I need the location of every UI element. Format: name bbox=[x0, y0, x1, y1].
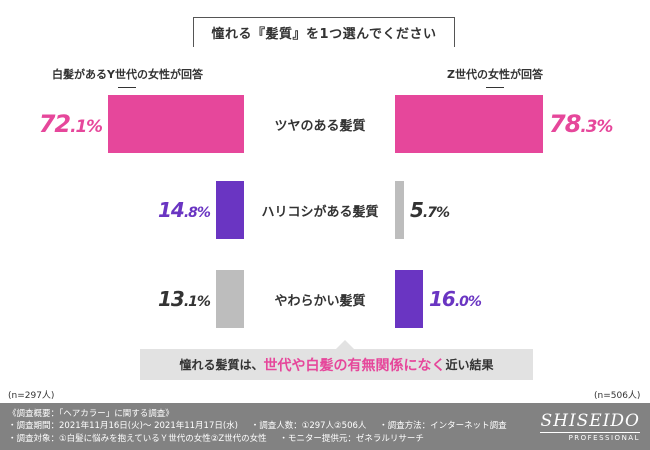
right-group-underline bbox=[485, 86, 504, 88]
conclusion-highlight: 世代や白髪の有無関係になく bbox=[263, 357, 446, 374]
question-box: 憧れる『髪質』を1つ選んでください bbox=[193, 17, 455, 47]
bar-left bbox=[216, 270, 244, 328]
left-group-underline bbox=[118, 86, 137, 88]
conclusion-part1: 憧れる髪質は、 bbox=[179, 358, 264, 372]
left-group-text: 白髪があるY世代の女性が回答 bbox=[52, 68, 203, 81]
conclusion-box: 憧れる髪質は、 世代や白髪の有無関係になく 近い結果 bbox=[140, 349, 533, 380]
footer-line-1: ・調査期間：2021年11月16日(火)〜 2021年11月17日(水) ・調査… bbox=[8, 419, 517, 431]
conclusion-part3: 近い結果 bbox=[445, 358, 494, 372]
footer-method: ・調査方法：インターネット調査 bbox=[379, 421, 507, 431]
footer-target: ・調査対象：①白髪に悩みを抱えているＹ世代の女性②Z世代の女性 bbox=[8, 434, 267, 444]
right-group-label: Z世代の女性が回答 bbox=[447, 66, 543, 88]
brand-main: SHISEIDO bbox=[540, 411, 640, 431]
data-label-left: 13.1% bbox=[158, 287, 211, 311]
footer-period: ・調査期間：2021年11月16日(火)〜 2021年11月17日(水) bbox=[8, 421, 238, 431]
bar-right bbox=[395, 270, 423, 328]
left-sample-size: (n=297人) bbox=[8, 391, 55, 401]
footer-title: 《調査概要：「ヘアカラー」に関する調査》 bbox=[8, 409, 174, 419]
right-group-text: Z世代の女性が回答 bbox=[447, 68, 543, 81]
bar-left bbox=[216, 181, 244, 239]
bar-right bbox=[395, 95, 543, 153]
bar-right bbox=[395, 181, 404, 239]
brand-sub: PROFESSIONAL bbox=[540, 432, 640, 442]
footer-provider: ・モニター提供元：ゼネラルリサーチ bbox=[279, 434, 424, 444]
question-text: 憧れる『髪質』を1つ選んでください bbox=[211, 27, 437, 42]
footer-line-2: ・調査対象：①白髪に悩みを抱えているＹ世代の女性②Z世代の女性 ・モニター提供元… bbox=[8, 432, 434, 444]
data-label-left: 14.8% bbox=[158, 198, 211, 222]
conclusion-notch bbox=[336, 340, 354, 349]
category-label: やわらかい髪質 bbox=[274, 294, 366, 309]
data-label-right: 5.7% bbox=[410, 198, 450, 222]
left-group-label: 白髪があるY世代の女性が回答 bbox=[52, 66, 203, 88]
data-label-right: 78.3% bbox=[549, 110, 613, 138]
bar-left bbox=[107, 95, 244, 153]
footer-count: ・調査人数：①297人②506人 bbox=[250, 421, 367, 431]
category-label: ツヤのある髪質 bbox=[274, 119, 366, 134]
survey-footer: 《調査概要：「ヘアカラー」に関する調査》 ・調査期間：2021年11月16日(火… bbox=[0, 403, 650, 450]
category-label: ハリコシがある髪質 bbox=[261, 205, 379, 220]
data-label-right: 16.0% bbox=[429, 287, 482, 311]
data-label-left: 72.1% bbox=[38, 110, 103, 138]
brand-logo: SHISEIDO PROFESSIONAL bbox=[540, 411, 640, 442]
right-sample-size: (n=506人) bbox=[594, 391, 641, 401]
